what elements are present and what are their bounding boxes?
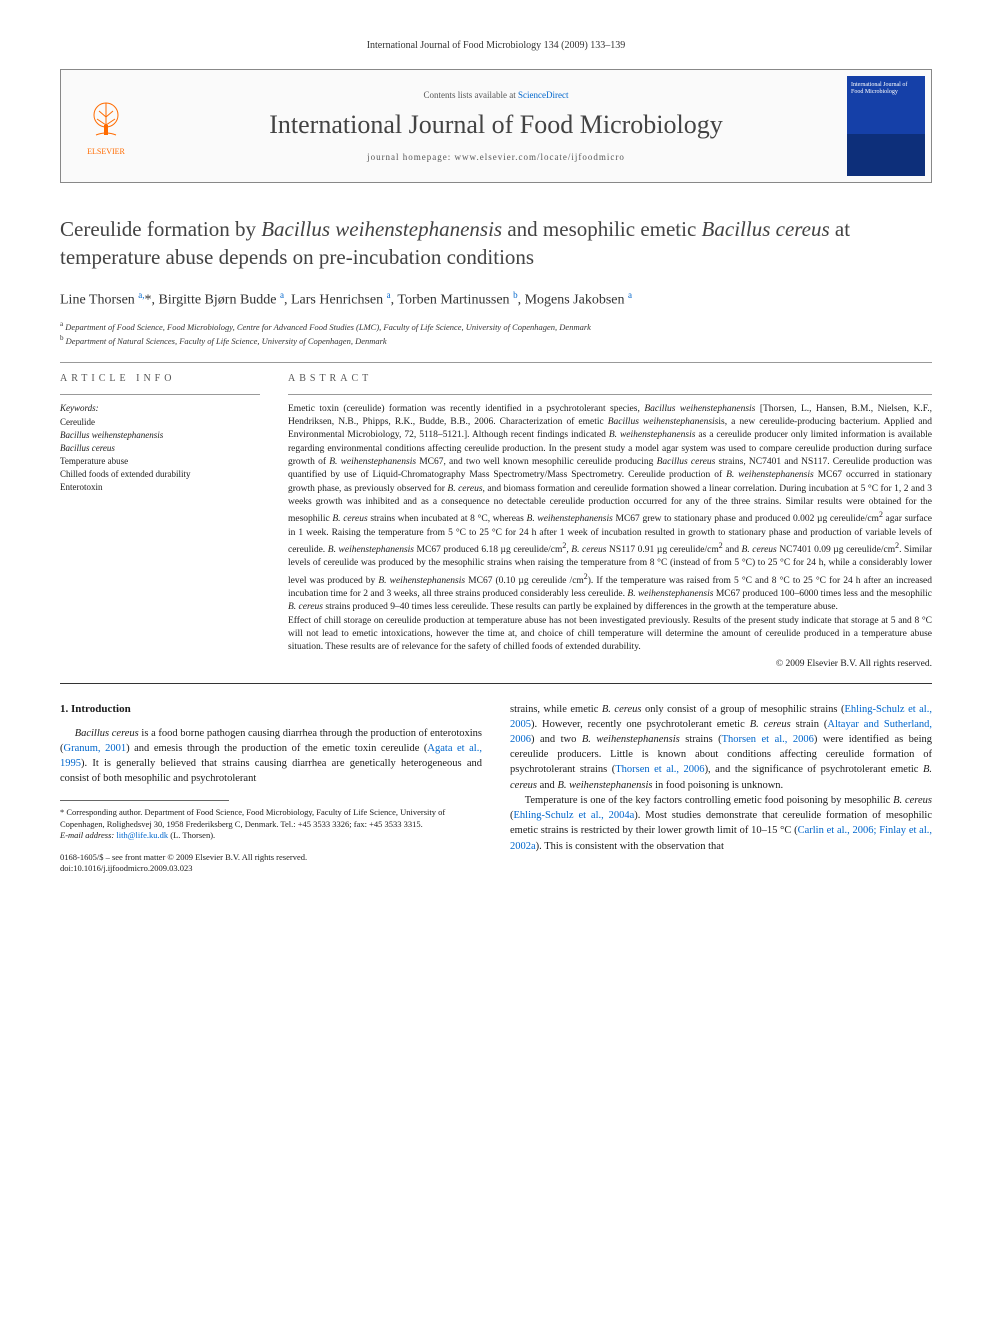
article-title: Cereulide formation by Bacillus weihenst… bbox=[60, 215, 932, 272]
homepage-url[interactable]: www.elsevier.com/locate/ijfoodmicro bbox=[455, 152, 625, 162]
journal-banner: ELSEVIER Contents lists available at Sci… bbox=[60, 69, 932, 183]
homepage-prefix: journal homepage: bbox=[367, 152, 454, 162]
front-matter-footer: 0168-1605/$ – see front matter © 2009 El… bbox=[60, 852, 482, 874]
publisher-logo-cell: ELSEVIER bbox=[61, 70, 151, 182]
body-two-column: 1. Introduction Bacillus cereus is a foo… bbox=[60, 702, 932, 874]
email-author-name: (L. Thorsen). bbox=[170, 830, 215, 840]
footnotes: * Corresponding author. Department of Fo… bbox=[60, 807, 482, 841]
email-line: E-mail address: lith@life.ku.dk (L. Thor… bbox=[60, 830, 482, 841]
info-abstract-row: ARTICLE INFO Keywords: CereulideBacillus… bbox=[60, 373, 932, 669]
abstract-copyright: © 2009 Elsevier B.V. All rights reserved… bbox=[288, 659, 932, 669]
intro-para-1: Bacillus cereus is a food borne pathogen… bbox=[60, 726, 482, 787]
affiliation-a: a Department of Food Science, Food Micro… bbox=[60, 320, 932, 334]
sciencedirect-link[interactable]: ScienceDirect bbox=[518, 90, 568, 100]
journal-cover-thumbnail: International Journal of Food Microbiolo… bbox=[847, 76, 925, 176]
footnote-separator bbox=[60, 800, 229, 801]
corresponding-author-note: * Corresponding author. Department of Fo… bbox=[60, 807, 482, 830]
journal-homepage-line: journal homepage: www.elsevier.com/locat… bbox=[159, 152, 833, 162]
divider bbox=[60, 362, 932, 363]
journal-cover-title: International Journal of Food Microbiolo… bbox=[851, 82, 921, 95]
affil-text: Department of Food Science, Food Microbi… bbox=[65, 322, 591, 332]
affiliation-b: b Department of Natural Sciences, Facult… bbox=[60, 334, 932, 348]
abstract-text: Emetic toxin (cereulide) formation was r… bbox=[288, 403, 932, 655]
article-info-heading: ARTICLE INFO bbox=[60, 373, 260, 384]
corresponding-email-link[interactable]: lith@life.ku.dk bbox=[116, 830, 168, 840]
intro-para-3: Temperature is one of the key factors co… bbox=[510, 793, 932, 854]
journal-cover-cell: International Journal of Food Microbiolo… bbox=[841, 70, 931, 182]
divider bbox=[60, 394, 260, 395]
affil-sup: b bbox=[60, 334, 64, 342]
author-list: Line Thorsen a,*, Birgitte Bjørn Budde a… bbox=[60, 290, 932, 309]
keywords-list: CereulideBacillus weihenstephanensisBaci… bbox=[60, 416, 260, 494]
running-header: International Journal of Food Microbiolo… bbox=[60, 40, 932, 51]
publisher-name: ELSEVIER bbox=[87, 147, 125, 156]
affiliations: a Department of Food Science, Food Micro… bbox=[60, 320, 932, 347]
elsevier-tree-icon bbox=[81, 97, 131, 147]
issn-copyright-line: 0168-1605/$ – see front matter © 2009 El… bbox=[60, 852, 482, 863]
divider bbox=[288, 394, 932, 395]
intro-para-2: strains, while emetic B. cereus only con… bbox=[510, 702, 932, 793]
contents-available-line: Contents lists available at ScienceDirec… bbox=[159, 90, 833, 100]
contents-prefix: Contents lists available at bbox=[424, 90, 518, 100]
keywords-label: Keywords: bbox=[60, 403, 260, 413]
intro-heading: 1. Introduction bbox=[60, 702, 482, 718]
article-info-column: ARTICLE INFO Keywords: CereulideBacillus… bbox=[60, 373, 260, 669]
email-label: E-mail address: bbox=[60, 830, 114, 840]
elsevier-logo: ELSEVIER bbox=[71, 91, 141, 161]
journal-name: International Journal of Food Microbiolo… bbox=[159, 110, 833, 140]
abstract-column: ABSTRACT Emetic toxin (cereulide) format… bbox=[288, 373, 932, 669]
banner-center: Contents lists available at ScienceDirec… bbox=[151, 70, 841, 182]
affil-text: Department of Natural Sciences, Faculty … bbox=[66, 336, 387, 346]
affil-sup: a bbox=[60, 320, 63, 328]
doi-line: doi:10.1016/j.ijfoodmicro.2009.03.023 bbox=[60, 863, 482, 874]
section-divider bbox=[60, 683, 932, 684]
abstract-heading: ABSTRACT bbox=[288, 373, 932, 384]
